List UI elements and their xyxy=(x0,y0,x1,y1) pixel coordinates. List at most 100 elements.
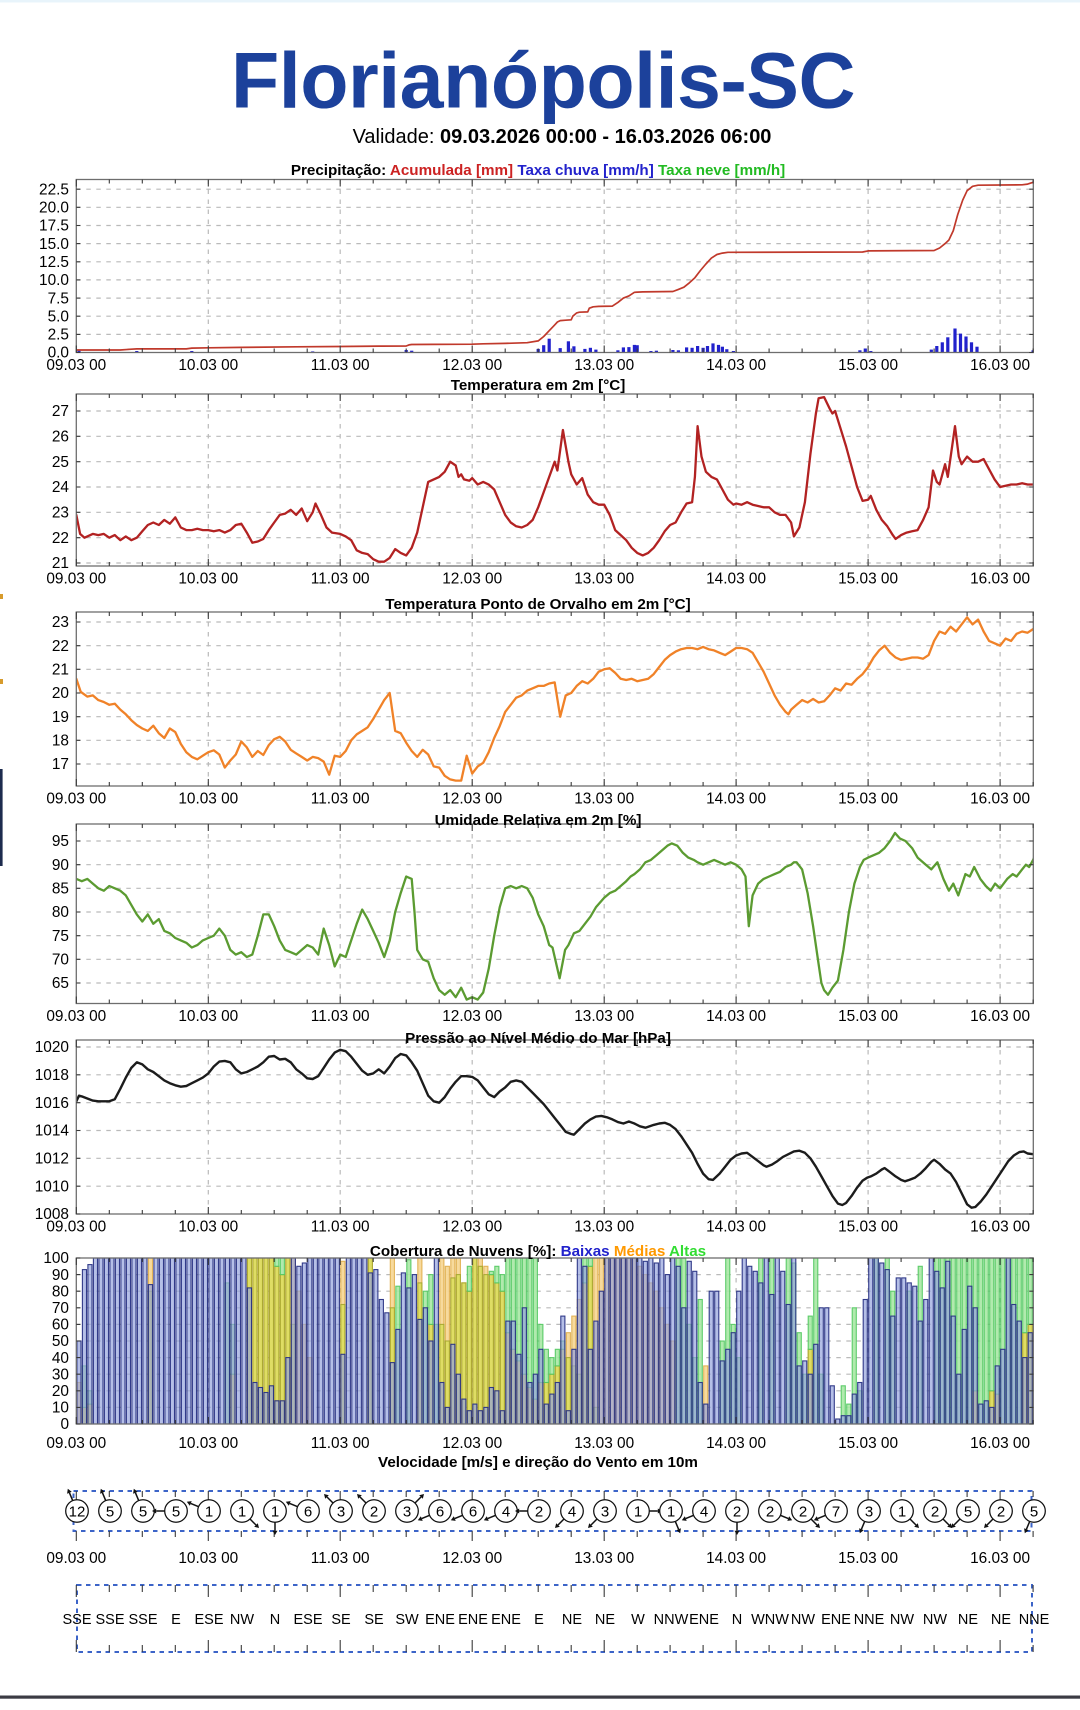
svg-text:1: 1 xyxy=(271,1503,279,1520)
svg-text:14.03 00: 14.03 00 xyxy=(706,357,766,374)
svg-text:14.03 00: 14.03 00 xyxy=(706,1550,766,1567)
svg-text:0.0: 0.0 xyxy=(48,345,69,362)
svg-text:60: 60 xyxy=(52,1317,69,1334)
svg-text:1010: 1010 xyxy=(35,1178,69,1195)
svg-text:SE: SE xyxy=(364,1612,384,1628)
svg-text:11.03 00: 11.03 00 xyxy=(311,791,370,808)
svg-text:5: 5 xyxy=(139,1503,147,1520)
svg-text:ENE: ENE xyxy=(491,1612,521,1628)
svg-text:NW: NW xyxy=(230,1612,254,1628)
svg-text:10.03 00: 10.03 00 xyxy=(178,791,238,808)
svg-text:Umidade Relativa em 2m [%]: Umidade Relativa em 2m [%] xyxy=(435,812,642,829)
svg-text:6: 6 xyxy=(469,1503,477,1520)
svg-text:NW: NW xyxy=(791,1612,815,1628)
svg-text:11.03 00: 11.03 00 xyxy=(311,571,370,588)
svg-text:23: 23 xyxy=(52,505,69,522)
svg-text:1020: 1020 xyxy=(35,1039,69,1056)
svg-text:21: 21 xyxy=(52,555,69,572)
svg-text:3: 3 xyxy=(865,1503,873,1520)
svg-text:09.03 00: 09.03 00 xyxy=(46,571,106,588)
svg-text:90: 90 xyxy=(52,1267,69,1284)
svg-text:22.5: 22.5 xyxy=(39,181,69,198)
svg-text:10.0: 10.0 xyxy=(39,272,69,289)
svg-text:10.03 00: 10.03 00 xyxy=(178,1550,238,1567)
svg-text:09.03 00: 09.03 00 xyxy=(46,1008,106,1025)
svg-text:12.5: 12.5 xyxy=(39,254,69,271)
svg-text:E: E xyxy=(171,1612,181,1628)
svg-text:13.03 00: 13.03 00 xyxy=(574,791,634,808)
svg-text:12.03 00: 12.03 00 xyxy=(442,1435,502,1452)
svg-text:80: 80 xyxy=(52,1283,69,1300)
svg-text:SSE: SSE xyxy=(62,1612,91,1628)
svg-text:17: 17 xyxy=(52,756,69,773)
svg-text:2.5: 2.5 xyxy=(48,327,69,344)
svg-text:Velocidade [m/s] e direção do: Velocidade [m/s] e direção do Vento em 1… xyxy=(378,1454,698,1471)
svg-text:ENE: ENE xyxy=(821,1612,851,1628)
svg-text:NNE: NNE xyxy=(1019,1612,1050,1628)
svg-text:20: 20 xyxy=(52,685,69,702)
svg-text:1: 1 xyxy=(667,1503,675,1520)
svg-text:NE: NE xyxy=(958,1612,978,1628)
svg-text:NNW: NNW xyxy=(654,1612,689,1628)
svg-text:WNW: WNW xyxy=(751,1612,789,1628)
svg-text:16.03 00: 16.03 00 xyxy=(970,1550,1030,1567)
svg-text:3: 3 xyxy=(403,1503,411,1520)
svg-text:5: 5 xyxy=(106,1503,114,1520)
svg-text:ENE: ENE xyxy=(425,1612,455,1628)
svg-text:1014: 1014 xyxy=(35,1123,70,1140)
svg-text:2: 2 xyxy=(370,1503,378,1520)
svg-text:ENE: ENE xyxy=(458,1612,488,1628)
svg-text:1008: 1008 xyxy=(35,1206,69,1223)
svg-text:Precipitação: Acumulada [mm] T: Precipitação: Acumulada [mm] Taxa chuva … xyxy=(291,162,785,179)
svg-text:2: 2 xyxy=(766,1503,774,1520)
svg-text:10.03 00: 10.03 00 xyxy=(178,1435,238,1452)
svg-text:NE: NE xyxy=(595,1612,615,1628)
svg-text:10.03 00: 10.03 00 xyxy=(178,1008,238,1025)
svg-text:Validade: 09.03.2026 00:00 - 1: Validade: 09.03.2026 00:00 - 16.03.2026 … xyxy=(353,126,772,148)
svg-text:16.03 00: 16.03 00 xyxy=(970,791,1030,808)
svg-text:12.03 00: 12.03 00 xyxy=(442,357,502,374)
svg-text:100: 100 xyxy=(43,1250,69,1267)
svg-text:5: 5 xyxy=(1030,1503,1038,1520)
svg-text:70: 70 xyxy=(52,1300,69,1317)
svg-text:13.03 00: 13.03 00 xyxy=(574,1219,634,1236)
svg-text:N: N xyxy=(270,1612,280,1628)
svg-text:21: 21 xyxy=(52,662,69,679)
svg-text:13.03 00: 13.03 00 xyxy=(574,571,634,588)
svg-text:85: 85 xyxy=(52,881,69,898)
svg-text:20: 20 xyxy=(52,1383,69,1400)
svg-text:40: 40 xyxy=(52,1350,69,1367)
svg-text:19: 19 xyxy=(52,709,69,726)
svg-text:14.03 00: 14.03 00 xyxy=(706,1435,766,1452)
svg-text:1: 1 xyxy=(238,1503,246,1520)
svg-text:Cobertura de Nuvens [%]: Baixa: Cobertura de Nuvens [%]: Baixas Médias A… xyxy=(370,1243,706,1260)
svg-text:15.03 00: 15.03 00 xyxy=(838,357,898,374)
svg-text:NNE: NNE xyxy=(854,1612,885,1628)
svg-text:10.03 00: 10.03 00 xyxy=(178,571,238,588)
svg-text:SSE: SSE xyxy=(128,1612,157,1628)
svg-text:22: 22 xyxy=(52,530,69,547)
svg-text:11.03 00: 11.03 00 xyxy=(311,1550,370,1567)
svg-text:80: 80 xyxy=(52,904,69,921)
svg-text:11.03 00: 11.03 00 xyxy=(311,1219,370,1236)
svg-text:20.0: 20.0 xyxy=(39,200,69,217)
svg-text:10.03 00: 10.03 00 xyxy=(178,1219,238,1236)
svg-text:11.03 00: 11.03 00 xyxy=(311,1435,370,1452)
svg-text:SE: SE xyxy=(331,1612,351,1628)
svg-text:16.03 00: 16.03 00 xyxy=(970,571,1030,588)
svg-text:13.03 00: 13.03 00 xyxy=(574,357,634,374)
svg-text:15.0: 15.0 xyxy=(39,236,69,253)
svg-text:17.5: 17.5 xyxy=(39,218,69,235)
svg-text:6: 6 xyxy=(304,1503,312,1520)
svg-text:65: 65 xyxy=(52,975,69,992)
svg-text:09.03 00: 09.03 00 xyxy=(46,1435,106,1452)
svg-text:26: 26 xyxy=(52,429,69,446)
svg-text:10.03 00: 10.03 00 xyxy=(178,357,238,374)
svg-text:15.03 00: 15.03 00 xyxy=(838,1550,898,1567)
svg-text:13.03 00: 13.03 00 xyxy=(574,1435,634,1452)
svg-text:4: 4 xyxy=(700,1503,708,1520)
svg-text:NW: NW xyxy=(890,1612,914,1628)
svg-text:24: 24 xyxy=(52,479,70,496)
svg-text:1: 1 xyxy=(898,1503,906,1520)
svg-text:1018: 1018 xyxy=(35,1067,69,1084)
